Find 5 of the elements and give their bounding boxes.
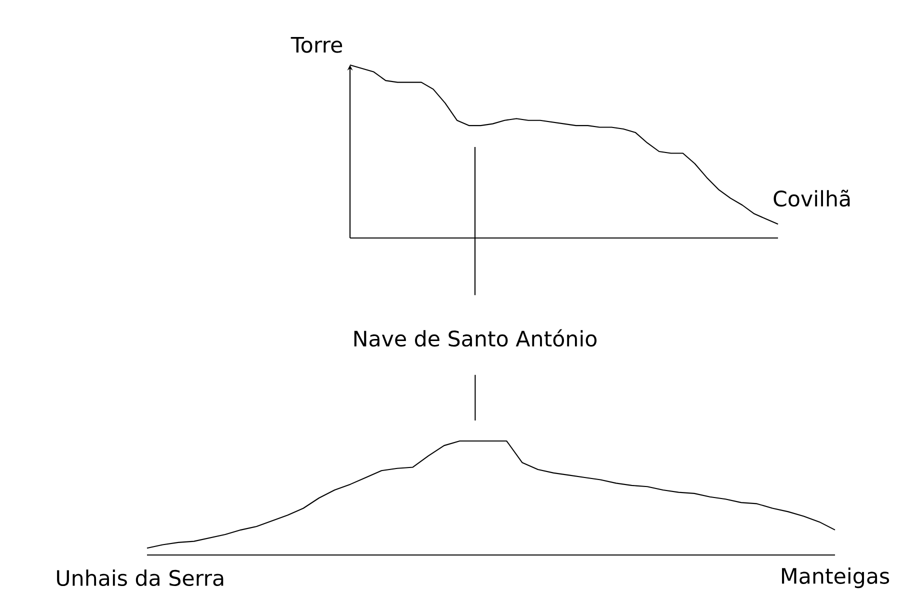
text: Manteigas (782, 567, 890, 588)
text: Unhais da Serra (57, 570, 224, 586)
text: Torre (290, 36, 342, 53)
text: Nave de Santo António (354, 329, 597, 347)
annotation: Covilhã (774, 190, 850, 207)
